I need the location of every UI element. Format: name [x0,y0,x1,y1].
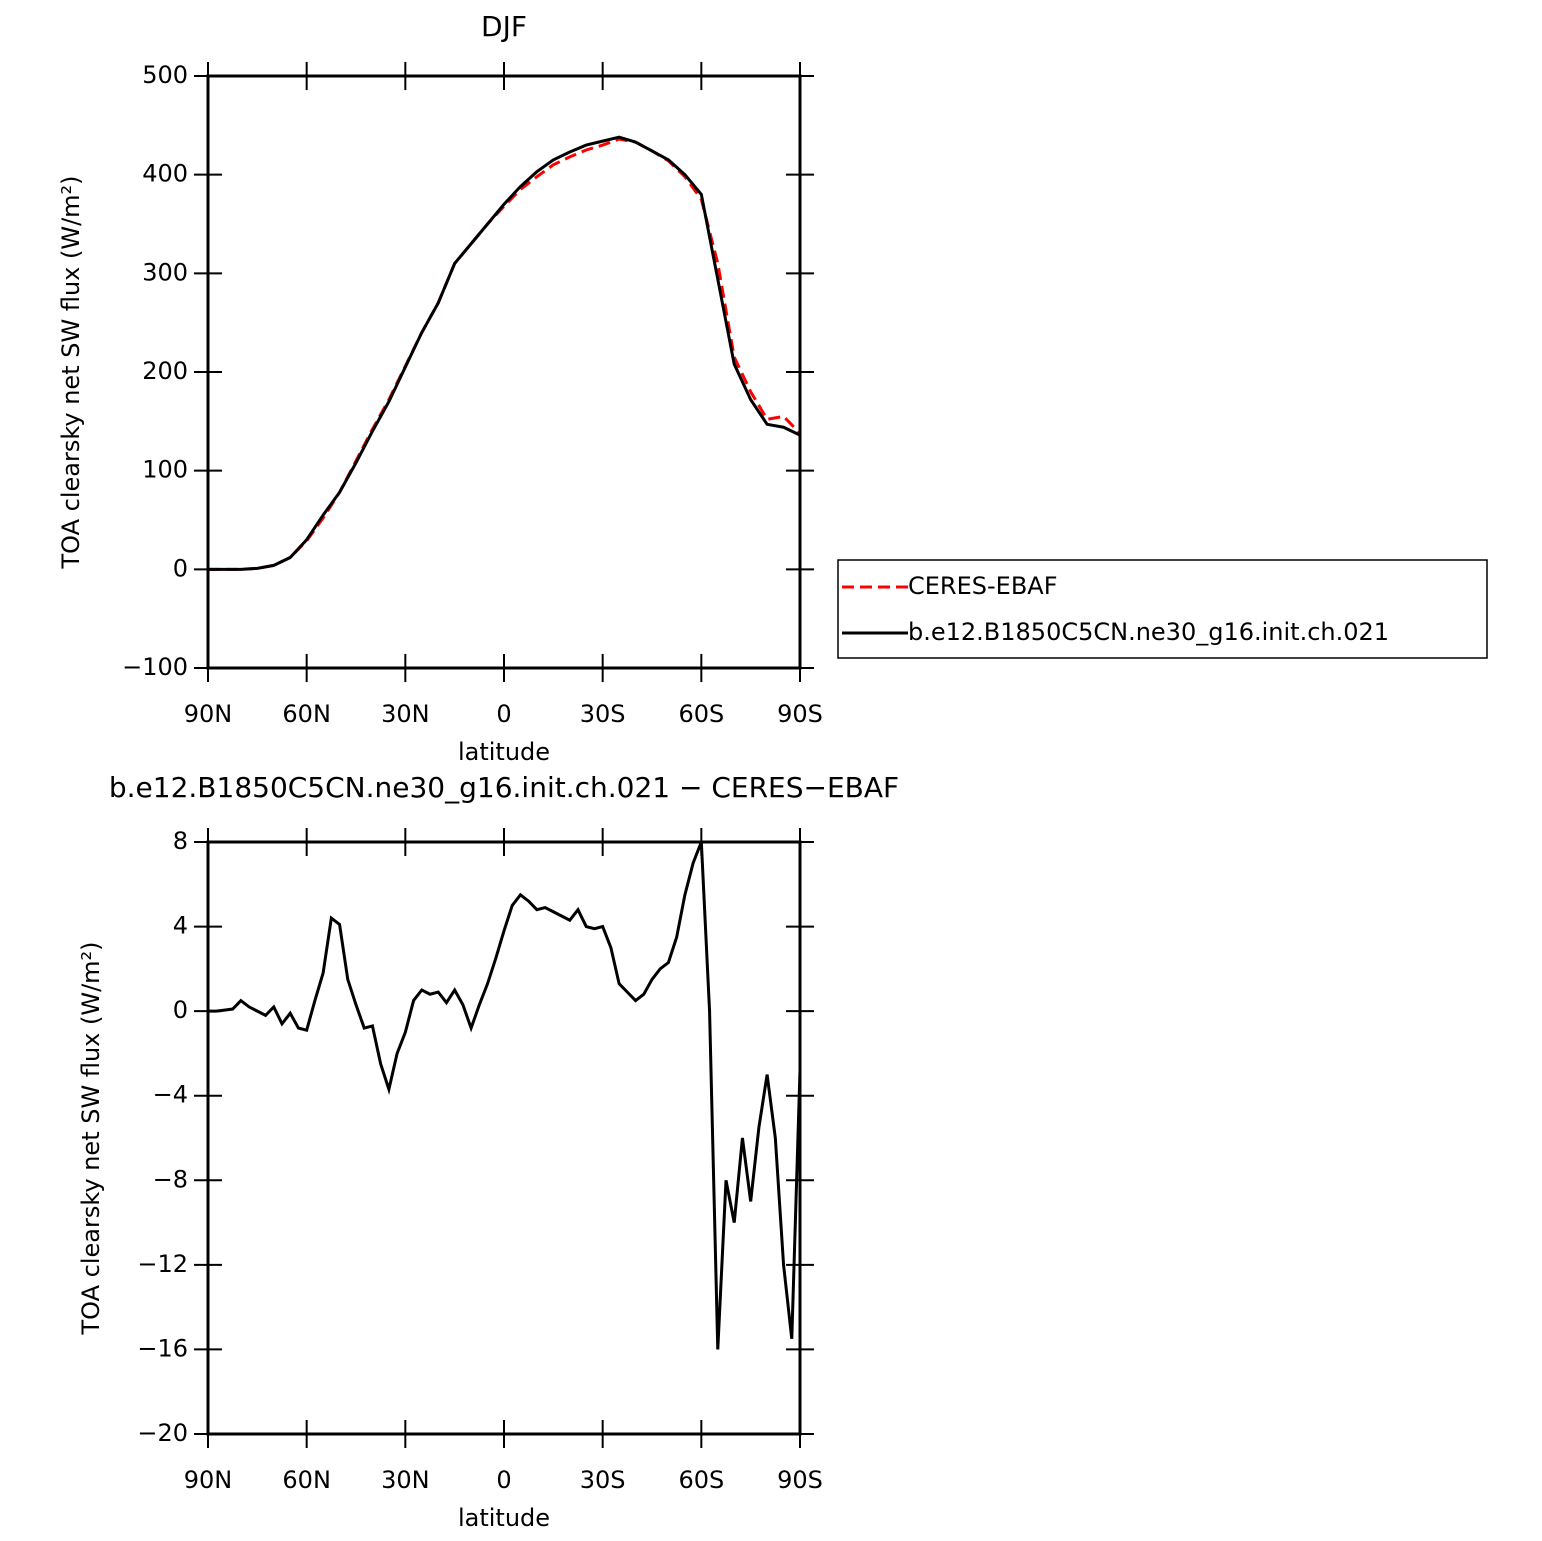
x-tick-label: 0 [496,700,511,728]
y-tick-label: 300 [142,258,188,286]
x-tick-label: 90N [184,1466,233,1494]
y-tick-label: 8 [173,827,188,855]
chart-title: DJF [481,10,527,43]
y-tick-label: −8 [153,1165,188,1193]
x-tick-label: 60S [678,700,724,728]
plot-frame [206,74,802,670]
x-tick-label: 60N [282,700,331,728]
y-tick-label: 4 [173,912,188,940]
x-axis-label: latitude [458,738,550,766]
x-tick-label: 90S [777,1466,823,1494]
data-line [208,135,801,571]
x-tick-label: 30S [580,1466,626,1494]
y-tick-label: 0 [173,996,188,1024]
y-tick-label: 0 [173,554,188,582]
y-tick-label: −4 [153,1081,188,1109]
x-tick-label: 30S [580,700,626,728]
y-tick-label: −100 [122,653,188,681]
y-tick-label: −12 [137,1250,188,1278]
data-line [208,841,802,1350]
y-tick-label: 200 [142,357,188,385]
x-tick-label: 60S [678,1466,724,1494]
plot-frame [206,840,802,1436]
x-axis-label: latitude [458,1504,550,1532]
y-tick-label: 100 [142,456,188,484]
x-tick-label: 30N [381,1466,430,1494]
y-tick-label: −20 [137,1419,188,1447]
y-axis-label: TOA clearsky net SW flux (W/m²) [57,175,85,569]
x-tick-label: 90S [777,700,823,728]
y-axis-label: TOA clearsky net SW flux (W/m²) [77,941,105,1335]
y-tick-label: 500 [142,61,188,89]
y-tick-label: 400 [142,160,188,188]
chart-title: b.e12.B1850C5CN.ne30_g16.init.ch.021 − C… [109,771,899,804]
legend-box [837,559,1488,659]
legend-label: CERES-EBAF [908,572,1058,600]
y-tick-label: −16 [137,1334,188,1362]
x-tick-label: 60N [282,1466,331,1494]
legend-label: b.e12.B1850C5CN.ne30_g16.init.ch.021 [908,618,1389,646]
x-tick-label: 30N [381,700,430,728]
x-tick-label: 0 [496,1466,511,1494]
x-tick-label: 90N [184,700,233,728]
